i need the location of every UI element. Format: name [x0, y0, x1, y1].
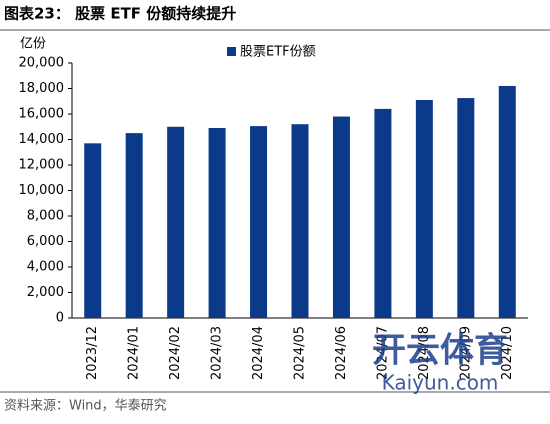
chart-title: 图表23： 股票 ETF 份额持续提升 [4, 5, 236, 23]
bar [167, 126, 185, 318]
y-tick-label: 2,000 [27, 285, 64, 300]
y-tick-label: 4,000 [27, 260, 64, 275]
bar [250, 126, 268, 318]
y-tick-label: 6,000 [27, 234, 64, 249]
x-tick-label: 2024/09 [458, 326, 473, 380]
watermark: Kaiyun.com [382, 371, 499, 395]
x-tick-label: 2023/12 [85, 326, 100, 380]
bar [415, 99, 433, 318]
source: 资料来源：Wind，华泰研究 [4, 399, 167, 414]
y-tick-label: 16,000 [19, 107, 65, 122]
y-tick-label: 8,000 [27, 209, 64, 224]
x-tick-label: 2024/04 [251, 326, 266, 380]
bar [374, 108, 392, 319]
x-tick-label: 2024/05 [293, 326, 308, 380]
y-tick-label: 0 [56, 311, 64, 326]
x-tick-label: 2024/06 [334, 326, 349, 380]
x-tick-label: 2024/08 [417, 326, 432, 380]
bar [457, 98, 475, 318]
y-tick-label: 12,000 [19, 158, 65, 173]
bar [332, 116, 350, 318]
bar [498, 85, 516, 318]
legend-swatch [227, 47, 236, 56]
y-tick-label: 14,000 [19, 132, 65, 147]
y-tick-label: 18,000 [19, 81, 65, 96]
x-tick-label: 2024/07 [375, 326, 390, 380]
bar [208, 128, 226, 318]
bar [125, 133, 143, 318]
x-tick-label: 2024/01 [127, 326, 142, 380]
x-tick-label: 2024/03 [210, 326, 225, 380]
watermark: 开云体育 [372, 331, 508, 371]
y-axis-label: 亿份 [20, 37, 46, 52]
x-tick-label: 2024/10 [500, 326, 515, 380]
bar [84, 143, 102, 318]
x-tick-label: 2024/02 [168, 326, 183, 380]
bar [291, 124, 309, 318]
y-tick-label: 20,000 [19, 56, 65, 71]
y-tick-label: 10,000 [19, 183, 65, 198]
legend-label: 股票ETF份额 [240, 45, 316, 60]
